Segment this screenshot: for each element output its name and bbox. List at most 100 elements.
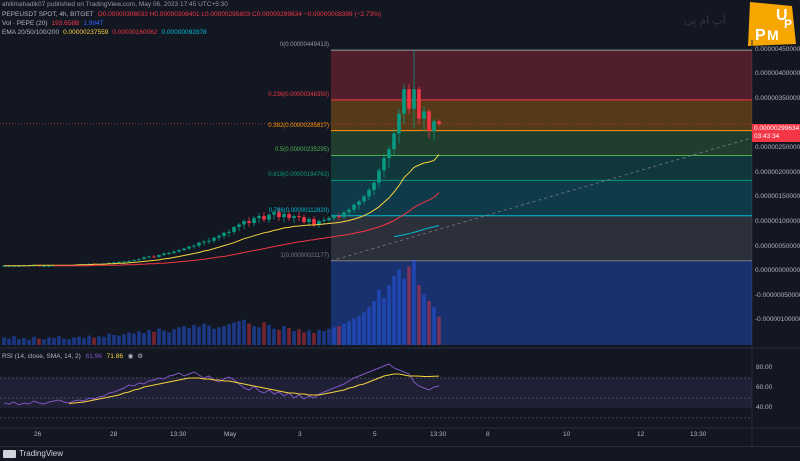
volume-bar [227,324,231,345]
candle [272,212,276,215]
volume-bar [242,319,246,345]
volume-bar [197,326,201,345]
volume-bar [92,337,96,345]
ema-20-line [4,154,440,267]
candle [132,259,136,261]
fib-level-label: 1(0.00000021177) [280,252,329,259]
candle [392,133,396,150]
volume-bar [97,336,101,345]
volume-legend[interactable]: Vol · PEPE (20) 193.658B 1.994T [2,19,108,28]
candle [222,232,226,236]
candle [352,204,356,210]
badge-letter: M [767,27,779,43]
volume-bar [132,333,136,345]
volume-bar [377,289,381,345]
candle [417,89,421,119]
volume-bar [292,331,296,345]
candle [32,265,36,267]
volume-bar [277,329,281,345]
footer-bar: TradingView [0,446,800,461]
candle [322,220,326,222]
volume-bar [282,326,286,345]
fib-zone [331,155,752,181]
settings-icon[interactable]: ⚙ [137,353,144,360]
volume-bar [17,339,21,345]
volume-bar [412,260,416,345]
candle [432,121,436,132]
volume-bar [422,294,426,345]
fib-extension-zone [331,260,752,345]
volume-bar [307,330,311,345]
candle [412,89,416,109]
fib-level-label: 0(0.00000449413) [279,42,329,49]
tradingview-logo[interactable]: TradingView [3,449,63,458]
candle [187,246,191,249]
volume-bar [257,327,261,345]
candle [397,113,401,134]
time-axis-label: 10 [563,431,571,438]
volume-bar [362,312,366,345]
ohlc-values: O0.00000308033 H0.00000308401 L0.0000029… [97,11,382,18]
candle [262,216,266,220]
candle [277,212,281,218]
volume-bar [72,337,76,345]
volume-bar [182,326,186,345]
candle [197,242,201,246]
candle [247,221,251,223]
volume-bar [32,336,36,345]
candle [292,216,296,219]
rsi-band [0,378,752,408]
time-axis-label: 13:30 [430,431,447,438]
volume-bar [212,328,216,345]
volume-bar [57,336,61,345]
candle [217,235,221,238]
candle [312,219,316,225]
candle [402,89,406,114]
volume-bar [142,333,146,345]
candle [127,260,131,262]
ema-legend[interactable]: EMA 20/50/100/200 0.00000237559 0.00000160… [2,28,211,37]
volume-bar [27,339,31,345]
volume-bar [332,327,336,345]
candle [362,196,366,202]
candle [192,245,196,247]
candle [202,241,206,243]
candle [112,262,116,264]
volume-bar [357,316,361,345]
volume-bar [82,338,86,345]
rsi-legend[interactable]: RSI (14, close, SMA, 14, 2) 61.96 71.86 … [2,352,143,360]
time-axis-label: 13:30 [170,431,187,438]
volume-bar [347,321,351,345]
candle [317,221,321,225]
volume-bar [372,300,376,345]
volume-bar [322,331,326,345]
volume-bar [232,322,236,345]
candle [427,111,431,132]
visibility-icon[interactable]: ◉ [127,353,134,360]
candle [367,190,371,197]
trend-line [330,138,751,262]
candle [237,224,241,227]
rsi-axis-label: 40.00 [756,404,773,411]
rsi-axis-label: 60.00 [756,384,773,391]
fib-zone [331,99,752,131]
volume-bar [52,338,56,345]
current-price: 0.00000299634 [754,125,800,132]
brand-name: TradingView [19,449,64,458]
candle [172,251,176,254]
ema-value-3: 0.00000092878 [161,29,207,36]
symbol-info[interactable]: PEPEUSDT SPOT, 4h, BITGET [2,11,94,18]
volume-bar [147,329,151,345]
volume-bar [37,338,41,345]
volume-bar [427,300,431,345]
site-logo-badge: U P P M [748,2,796,46]
fib-zone [331,180,752,216]
volume-bar [342,323,346,345]
volume-bar [327,328,331,345]
tradingview-logo-icon [3,449,16,458]
fib-zone [331,130,752,156]
candle [422,111,426,119]
volume-bar [287,328,291,345]
candle [42,265,46,267]
